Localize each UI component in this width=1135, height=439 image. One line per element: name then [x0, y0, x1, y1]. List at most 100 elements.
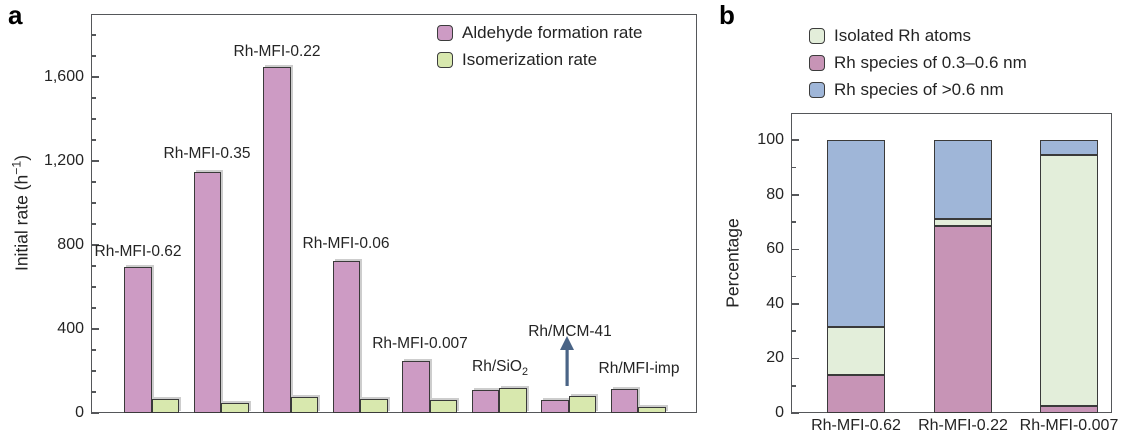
- panel-a-bar-annotation-5: Rh/SiO2: [472, 358, 528, 379]
- panel-a-bar-annotation-0: Rh-MFI-0.62: [94, 243, 182, 260]
- panel-b-x-tick-label-2: Rh-MFI-0.007: [1019, 417, 1119, 434]
- panel-a-minor-tick: [91, 139, 96, 141]
- panel-b-minor-tick: [791, 384, 796, 387]
- panel-b-stack-0-segment-2: [827, 140, 885, 328]
- panel-b-tick-label: 0: [775, 404, 784, 421]
- panel-a-major-tick: [91, 244, 99, 246]
- panel-b-major-tick: [791, 412, 799, 414]
- panel-b-tick-label: 100: [757, 131, 784, 149]
- panel-a-plot-frame: [91, 14, 697, 413]
- panel-a-tick-label: 1,200: [43, 152, 84, 169]
- panel-b-legend-item-2: Rh species of >0.6 nm: [809, 76, 1027, 103]
- panel-a-minor-tick: [91, 391, 96, 393]
- panel-b-stack-1-segment-2: [934, 140, 992, 220]
- panel-b-major-tick: [791, 139, 799, 142]
- panel-b-major-tick: [791, 357, 799, 360]
- panel-a-tick-label: 0: [75, 404, 84, 421]
- panel-b-major-tick: [791, 194, 799, 196]
- panel-a-bar-aldehyde-7: [610, 388, 638, 413]
- panel-b-minor-tick: [791, 221, 796, 223]
- panel-b-legend-label-1: Rh species of 0.3–0.6 nm: [834, 52, 1027, 72]
- panel-a-bar-aldehyde-1: [193, 171, 221, 413]
- panel-a-legend-item-0: Aldehyde formation rate: [437, 19, 643, 46]
- panel-a-minor-tick: [91, 181, 96, 183]
- panel-a-legend-label-1: Isomerization rate: [462, 49, 598, 69]
- panel-b-tick-label: 80: [766, 185, 784, 203]
- panel-a-y-axis-title: Initial rate (h−1): [10, 155, 33, 271]
- panel-b-tick-label: 20: [766, 349, 784, 367]
- panel-a-bar-annotation-6: Rh/MCM-41: [528, 323, 612, 340]
- panel-a-minor-tick: [91, 55, 96, 57]
- panel-b-stack-1-segment-1: [934, 219, 992, 227]
- panel-b-stack-0-segment-1: [827, 327, 885, 375]
- panel-a-legend: Aldehyde formation rate Isomerization rat…: [437, 19, 643, 73]
- panel-a-bar-isomerization-4: [429, 399, 457, 413]
- panel-b-stack-2-segment-0: [1040, 406, 1098, 413]
- panel-a-bar-isomerization-5: [499, 387, 527, 413]
- panel-a-y-axis-title-sup: −1: [9, 160, 24, 175]
- panel-a-minor-tick: [91, 370, 96, 372]
- panel-b-legend-swatch-0: [809, 27, 825, 44]
- panel-a-legend-item-1: Isomerization rate: [437, 46, 643, 73]
- panel-b-minor-tick: [791, 166, 796, 169]
- panel-a-bar-isomerization-7: [638, 406, 666, 413]
- panel-a-bar-annotation-3: Rh-MFI-0.06: [302, 235, 390, 252]
- panel-b-major-tick: [791, 303, 799, 305]
- panel-b-stack-2-segment-1: [1040, 155, 1098, 407]
- panel-a-minor-tick: [91, 34, 96, 36]
- panel-a-bar-isomerization-3: [360, 399, 388, 413]
- panel-b-major-tick: [791, 248, 799, 251]
- panel-a-minor-tick: [91, 202, 96, 204]
- panel-a-bar-isomerization-1: [221, 402, 249, 413]
- panel-b-minor-tick: [791, 275, 796, 278]
- panel-a-bar-annotation-1: Rh-MFI-0.35: [163, 145, 251, 162]
- panel-a-minor-tick: [91, 97, 96, 99]
- panel-a-tick-label: 800: [57, 236, 84, 253]
- panel-a-minor-tick: [91, 286, 96, 288]
- panel-a-y-axis-title-text: Initial rate (h: [11, 174, 32, 272]
- panel-a-bar-isomerization-0: [151, 399, 179, 413]
- panel-b-legend-swatch-2: [809, 81, 825, 98]
- panel-a-bar-annotation-2: Rh-MFI-0.22: [233, 43, 321, 60]
- panel-b-x-tick-label-0: Rh-MFI-0.62: [811, 417, 901, 434]
- panel-a-major-tick: [91, 160, 99, 162]
- panel-a-major-tick: [91, 412, 99, 414]
- panel-a-bar-aldehyde-4: [402, 360, 430, 413]
- panel-a-bar-aldehyde-6: [541, 400, 569, 413]
- panel-b-legend-swatch-1: [809, 54, 825, 71]
- panel-a-minor-tick: [91, 118, 96, 120]
- panel-a-bar-annotation-7: Rh/MFI-imp: [598, 360, 680, 377]
- panel-b-legend-label-0: Isolated Rh atoms: [834, 25, 972, 45]
- panel-b-legend-item-1: Rh species of 0.3–0.6 nm: [809, 49, 1027, 76]
- panel-a-bar-aldehyde-2: [263, 66, 291, 413]
- panel-a-bar-isomerization-2: [290, 397, 318, 413]
- panel-a-tick-label: 1,600: [43, 68, 84, 85]
- panel-a-major-tick: [91, 76, 99, 78]
- panel-a-bar-aldehyde-5: [471, 389, 499, 413]
- panel-b-legend: Isolated Rh atoms Rh species of 0.3–0.6 n…: [809, 22, 1027, 103]
- panel-a-legend-swatch-0: [437, 24, 453, 41]
- panel-b-stack-2-segment-2: [1040, 140, 1098, 156]
- panel-b-label: b: [719, 0, 735, 30]
- panel-a-major-tick: [91, 328, 99, 330]
- panel-b-minor-tick: [791, 330, 796, 332]
- panel-a-minor-tick: [91, 265, 96, 267]
- mcm41-up-arrow-icon: [560, 336, 574, 386]
- panel-a-y-axis-title-close: ): [11, 154, 32, 161]
- panel-b-stack-0-segment-0: [827, 374, 885, 413]
- panel-a-tick-label: 400: [57, 320, 84, 337]
- panel-a-bar-aldehyde-0: [124, 267, 152, 413]
- panel-a-minor-tick: [91, 349, 96, 351]
- panel-a-bar-aldehyde-3: [332, 260, 360, 413]
- panel-b-tick-label: 40: [766, 294, 784, 312]
- panel-b-tick-label: 60: [766, 240, 784, 258]
- panel-b-stack-1-segment-0: [934, 226, 992, 413]
- panel-b-x-tick-label-1: Rh-MFI-0.22: [918, 417, 1008, 434]
- panel-b-legend-item-0: Isolated Rh atoms: [809, 22, 1027, 49]
- panel-a-minor-tick: [91, 223, 96, 225]
- panel-b-legend-label-2: Rh species of >0.6 nm: [834, 79, 1004, 99]
- panel-a-legend-label-0: Aldehyde formation rate: [462, 22, 643, 42]
- panel-a-minor-tick: [91, 307, 96, 309]
- panel-a-legend-swatch-1: [437, 51, 453, 68]
